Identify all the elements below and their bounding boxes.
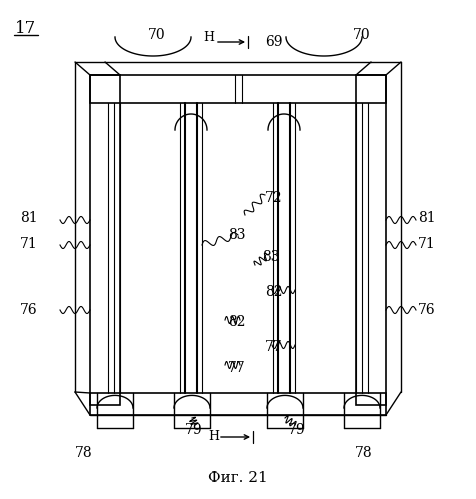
Text: H: H xyxy=(208,431,219,444)
Text: 78: 78 xyxy=(75,446,93,460)
Text: 79: 79 xyxy=(185,423,203,437)
Text: 78: 78 xyxy=(355,446,373,460)
Text: 79: 79 xyxy=(288,423,306,437)
Text: 69: 69 xyxy=(265,35,282,49)
Text: 83: 83 xyxy=(228,228,246,242)
Text: 70: 70 xyxy=(148,28,166,42)
Text: 81: 81 xyxy=(20,211,38,225)
Text: 76: 76 xyxy=(418,303,436,317)
Bar xyxy=(90,75,386,103)
Text: 82: 82 xyxy=(265,285,282,299)
Text: 76: 76 xyxy=(20,303,38,317)
Text: 71: 71 xyxy=(20,237,38,251)
Text: 71: 71 xyxy=(418,237,436,251)
Text: 83: 83 xyxy=(262,250,279,264)
Text: 81: 81 xyxy=(418,211,436,225)
Bar xyxy=(90,75,120,405)
Text: 17: 17 xyxy=(15,19,36,36)
Text: Фиг. 21: Фиг. 21 xyxy=(208,471,268,485)
Text: 72: 72 xyxy=(265,191,283,205)
Bar xyxy=(356,75,386,405)
Text: H: H xyxy=(203,30,214,43)
Text: 82: 82 xyxy=(228,315,246,329)
Bar xyxy=(90,393,386,415)
Text: 70: 70 xyxy=(353,28,371,42)
Text: 77: 77 xyxy=(265,340,283,354)
Text: 77: 77 xyxy=(228,361,246,375)
